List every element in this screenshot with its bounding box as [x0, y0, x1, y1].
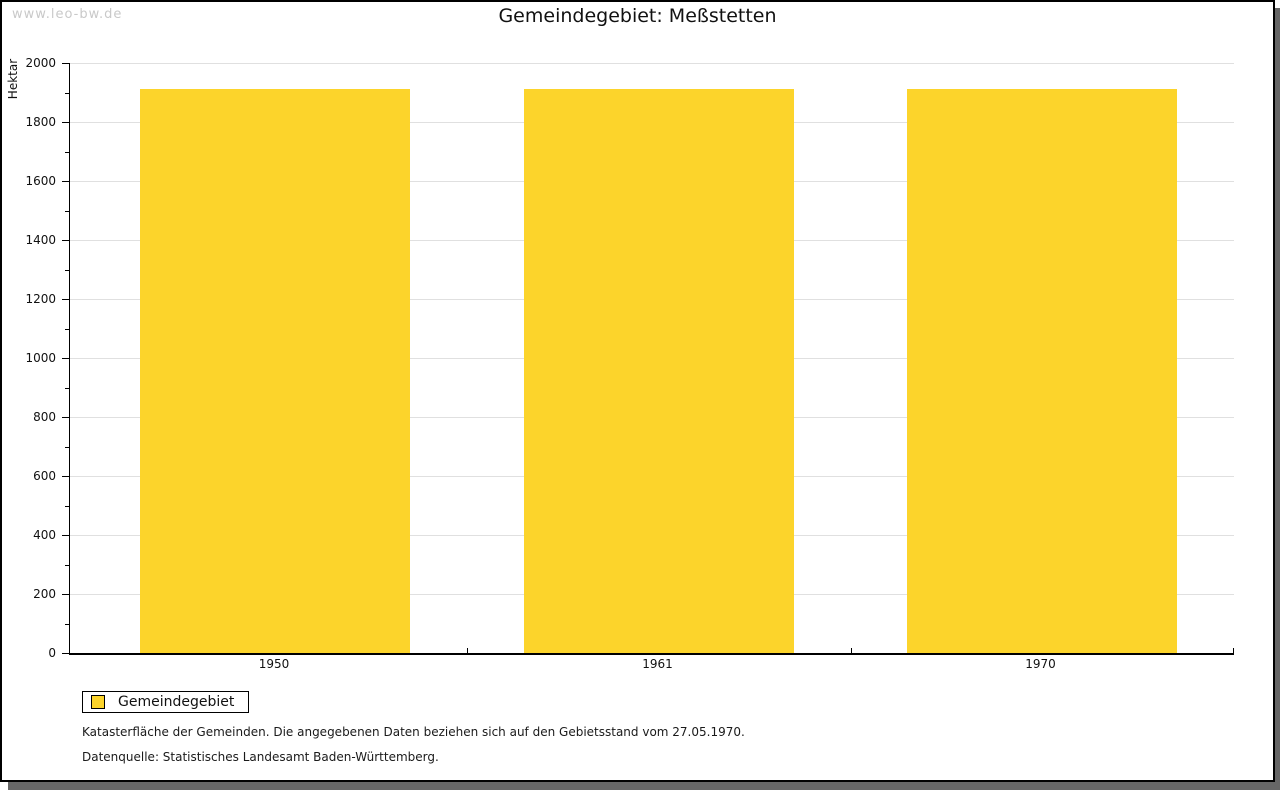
footnote-source: Datenquelle: Statistisches Landesamt Bad…: [82, 750, 439, 764]
y-axis-tick: [62, 240, 69, 241]
gridline: [70, 63, 1234, 64]
legend-label: Gemeindegebiet: [118, 694, 235, 710]
y-tick-label: 1200: [25, 292, 56, 306]
bar-1970: [907, 89, 1177, 653]
y-tick-label: 200: [33, 587, 56, 601]
y-axis-tick: [65, 210, 69, 212]
x-tick-label: 1961: [642, 657, 673, 671]
bar-1950: [140, 89, 410, 653]
y-tick-label: 1000: [25, 351, 56, 365]
y-axis-tick: [62, 535, 69, 536]
chart-title: Gemeindegebiet: Meßstetten: [498, 5, 777, 27]
x-axis-tick: [1233, 648, 1234, 653]
footnote-description: Katasterfläche der Gemeinden. Die angege…: [82, 725, 745, 739]
legend: Gemeindegebiet: [82, 691, 250, 713]
y-axis-tick: [65, 92, 69, 94]
y-axis-tick: [65, 623, 69, 625]
y-axis-tick: [65, 505, 69, 507]
y-axis-tick: [62, 476, 69, 477]
y-tick-label: 400: [33, 528, 56, 542]
watermark: www.leo-bw.de: [12, 7, 123, 22]
y-axis-tick: [62, 417, 69, 418]
plot-area: [62, 63, 1234, 655]
bar-1961: [523, 89, 794, 653]
y-axis-tick: [62, 122, 69, 123]
y-tick-label: 800: [33, 410, 56, 424]
y-axis-tick: [65, 151, 69, 153]
y-axis-tick: [62, 653, 69, 654]
y-axis-tick: [62, 358, 69, 359]
x-axis-tick: [850, 648, 852, 653]
y-tick-label: 600: [33, 469, 56, 483]
y-tick-label: 1800: [25, 115, 56, 129]
x-tick-label: 1950: [258, 657, 290, 671]
legend-swatch-icon: [91, 695, 105, 709]
y-axis-tick: [62, 594, 69, 595]
y-tick-label: 0: [48, 646, 56, 660]
y-axis-tick: [62, 299, 69, 300]
y-axis-tick: [65, 446, 69, 448]
y-tick-label: 1600: [25, 174, 56, 188]
y-axis-tick: [65, 269, 69, 271]
y-tick-label: 1400: [25, 233, 56, 247]
y-tick-label: 2000: [25, 56, 56, 70]
y-axis-tick: [62, 63, 69, 64]
x-tick-label: 1970: [1025, 657, 1056, 671]
y-axis-tick: [65, 328, 69, 330]
y-axis-tick: [65, 387, 69, 389]
y-axis-tick: [62, 181, 69, 182]
y-axis-tick: [65, 564, 69, 566]
x-axis-tick: [467, 648, 468, 653]
